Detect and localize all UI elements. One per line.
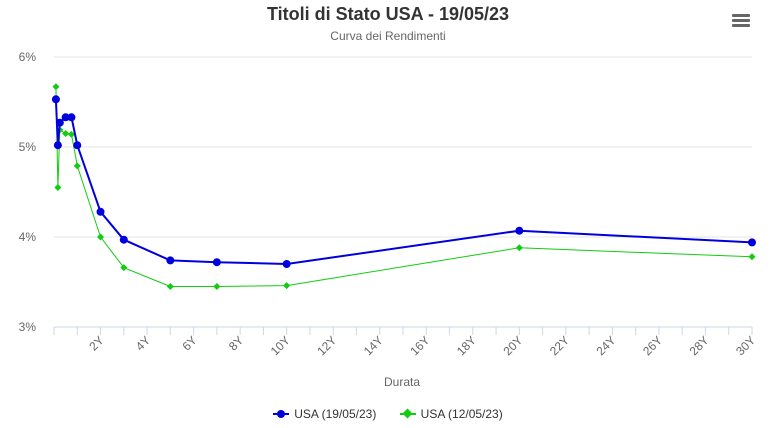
grid-lines	[54, 56, 752, 328]
data-point[interactable]	[283, 282, 291, 290]
series-line-1	[54, 99, 753, 265]
data-point[interactable]	[97, 233, 105, 241]
x-tick-label: 16Y	[407, 333, 432, 358]
legend: USA (19/05/23) USA (12/05/23)	[0, 407, 776, 422]
x-tick-label: 12Y	[314, 333, 339, 358]
data-point[interactable]	[73, 162, 81, 170]
data-point[interactable]	[96, 207, 105, 216]
x-tick-label: 20Y	[500, 333, 525, 358]
data-point[interactable]	[213, 283, 221, 290]
x-tick-label: 26Y	[640, 333, 665, 358]
legend-label-series-2: USA (12/05/23)	[420, 407, 503, 421]
data-point[interactable]	[119, 235, 128, 244]
data-point[interactable]	[282, 260, 291, 268]
y-tick-label: 3%	[19, 320, 37, 334]
y-axis: 3% 4% 5% 6%	[19, 50, 37, 334]
series-group	[51, 83, 756, 290]
x-tick-label: 14Y	[361, 333, 386, 358]
legend-label-series-1: USA (19/05/23)	[294, 407, 377, 421]
x-tick-label: 10Y	[268, 333, 293, 358]
y-tick-label: 4%	[19, 230, 37, 244]
data-point[interactable]	[515, 244, 523, 252]
y-tick-label: 6%	[19, 50, 37, 64]
x-tick-label: 30Y	[733, 333, 758, 358]
data-point[interactable]	[61, 113, 70, 122]
x-tick-label: 8Y	[226, 333, 246, 353]
data-point[interactable]	[212, 258, 221, 267]
legend-item-series-1[interactable]: USA (19/05/23)	[273, 407, 376, 421]
data-point[interactable]	[120, 264, 128, 272]
data-point[interactable]	[73, 141, 82, 150]
data-point[interactable]	[748, 238, 756, 247]
hamburger-menu-icon[interactable]	[732, 14, 750, 28]
x-axis: 2Y 4Y 6Y 8Y 10Y 12Y 14Y 16Y 18Y 20Y 22Y 24Y 26Y 28Y 30…	[53, 327, 758, 358]
data-point[interactable]	[515, 226, 524, 235]
y-tick-label: 5%	[19, 140, 37, 154]
legend-diamond-icon	[399, 408, 416, 419]
data-point[interactable]	[55, 118, 64, 127]
data-point[interactable]	[67, 113, 76, 122]
legend-item-series-2[interactable]: USA (12/05/23)	[399, 407, 503, 421]
data-point[interactable]	[62, 130, 70, 137]
data-point[interactable]	[166, 283, 174, 290]
legend-circle-icon	[273, 409, 290, 419]
x-tick-label: 28Y	[687, 333, 712, 358]
chart-title: Titoli di Stato USA - 19/05/23	[266, 4, 510, 24]
data-point[interactable]	[67, 130, 75, 138]
data-point[interactable]	[51, 95, 60, 104]
x-tick-label: 2Y	[86, 333, 106, 353]
x-tick-label: 4Y	[133, 333, 153, 353]
x-tick-label: 22Y	[547, 333, 572, 358]
yield-curve-chart: 3% 4% 5% 6% 2Y 4Y 6Y 8Y 10Y 12Y 14Y 16Y 18Y 20Y 22Y 24…	[19, 50, 758, 389]
data-point[interactable]	[52, 83, 60, 91]
x-tick-label: 24Y	[594, 333, 619, 358]
data-point[interactable]	[54, 184, 62, 191]
x-tick-label: 6Y	[179, 333, 199, 353]
x-tick-label: 18Y	[454, 333, 479, 358]
chart-subtitle: Curva dei Rendimenti	[330, 29, 446, 43]
data-point[interactable]	[748, 253, 756, 261]
data-point[interactable]	[166, 256, 175, 265]
x-axis-title: Durata	[384, 375, 420, 389]
data-point[interactable]	[53, 141, 62, 150]
